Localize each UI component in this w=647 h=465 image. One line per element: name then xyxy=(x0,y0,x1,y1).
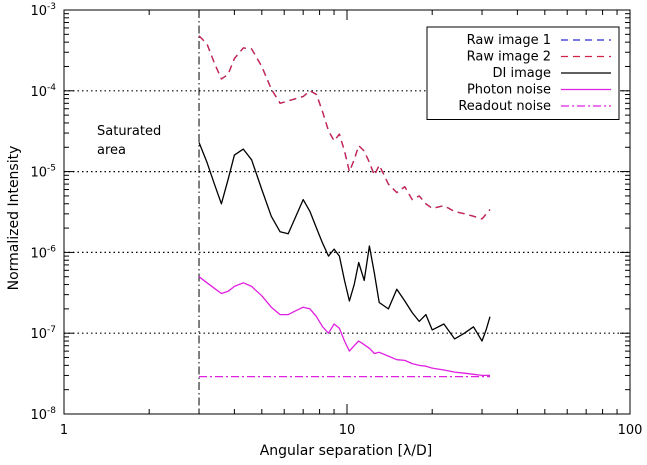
series-line-2 xyxy=(198,142,491,342)
legend-label: DI image xyxy=(493,66,551,81)
series-line-1 xyxy=(198,35,491,220)
legend-label: Raw image 1 xyxy=(467,33,551,48)
legend-label: Readout noise xyxy=(458,99,551,114)
x-axis-label: Angular separation [λ/D] xyxy=(260,443,433,459)
grid-lines xyxy=(64,10,630,414)
legend: Raw image 1 Raw image 2DI image Photon noi… xyxy=(426,26,620,120)
series-layer xyxy=(198,35,491,378)
x-tick-label: 100 xyxy=(618,423,643,438)
y-tick-label: 10-4 xyxy=(30,83,56,100)
y-tick-label: 10-8 xyxy=(30,406,56,423)
y-axis-label: Normalized Intensity xyxy=(6,146,22,291)
saturated-area-line-2: area xyxy=(97,143,126,158)
y-tick-label: 10-5 xyxy=(30,164,56,181)
y-tick-label: 10-3 xyxy=(30,2,56,19)
series-line-3 xyxy=(198,276,490,377)
legend-label: Raw image 2 xyxy=(467,50,551,65)
x-tick-label: 1 xyxy=(60,423,68,438)
y-tick-label: 10-7 xyxy=(30,325,56,342)
legend-label: Photon noise xyxy=(467,83,551,98)
saturated-area-label: Saturated area xyxy=(97,124,165,158)
y-tick-label: 10-6 xyxy=(30,244,56,261)
x-tick-label: 10 xyxy=(339,423,356,438)
axes: 1 10 100 10-8 10-7 10-6 10-5 10-4 10-3 xyxy=(30,2,642,438)
saturated-area-line-1: Saturated xyxy=(97,124,161,139)
